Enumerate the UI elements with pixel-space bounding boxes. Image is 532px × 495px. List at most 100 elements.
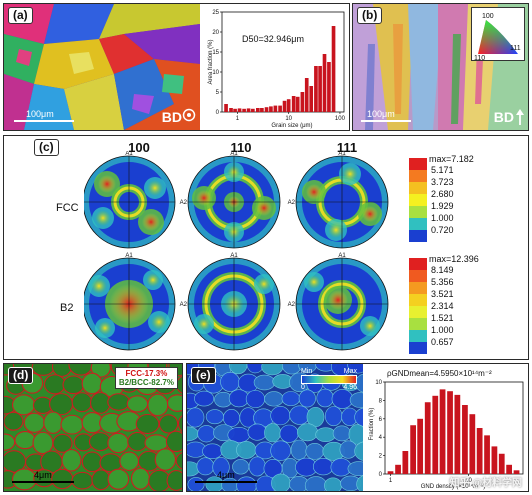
panel-a-ytick-label: 5 (216, 90, 220, 96)
panel-e-bar (424, 402, 431, 474)
panel-a-ytick-label: 15 (212, 50, 219, 56)
pole-col-110: 110 (230, 140, 252, 155)
panel-a-ytick-label: 20 (212, 30, 219, 36)
b2-legend-swatch (409, 282, 427, 294)
panel-a-bar (304, 78, 309, 112)
panel-e-bar (402, 451, 409, 474)
fcc-legend-max: max=7.182 (429, 154, 474, 164)
panel-e-min-label: Min (301, 368, 313, 375)
panel-a-bar (291, 96, 296, 112)
panel-a-bar (318, 66, 322, 112)
panel-e-bar (417, 418, 424, 474)
b2-legend-swatch (409, 306, 427, 318)
panel-e-histogram-svg: ρGNDmean=4.5950×10¹⁴m⁻² GND density (×10… (369, 369, 524, 490)
fcc-legend-swatch (409, 218, 427, 230)
pole-figure-a1-label: A1 (338, 253, 346, 259)
panel-d-phase-map: (d) FCC-17.3% B2/BCC-82.7% 4μm (4, 364, 182, 491)
panel-c: (c) 100 110 111 FCC B2 A1 A2 A1 A2 A1 A2 A1 A2 A… (3, 135, 529, 360)
panel-a-ytick-label: 25 (212, 10, 219, 16)
panel-b-scale-text: 100μm (367, 109, 395, 119)
fcc-legend: 5.171 3.723 2.680 1.929 1.000 0.720 (409, 156, 528, 251)
ipf-triangle-icon: 100 111 110 (474, 13, 521, 62)
b2-legend-value: 3.521 (431, 289, 454, 299)
pole-figure-a2-label: A2 (180, 200, 188, 206)
panel-e-scale-text: 4μm (217, 470, 235, 480)
panel-a-bd-dot-icon (182, 108, 196, 122)
panel-e-colorbar-gradient (301, 375, 357, 384)
panel-a: (a) 100μm BD D50=32.946μm Grain size (μm… (3, 3, 350, 131)
panel-e-bar (462, 405, 468, 474)
b2-legend-swatch (409, 330, 427, 342)
panel-a-scale-text: 100μm (26, 109, 54, 119)
pole-figure-a1-label: A1 (230, 253, 238, 259)
fcc-legend-value: 1.929 (431, 201, 454, 211)
panel-a-bar (282, 100, 287, 112)
panel-a-bar (233, 108, 237, 112)
pole-row-b2: B2 (60, 302, 74, 314)
panel-a-bar (327, 62, 331, 112)
b2-legend-value: 1.521 (431, 313, 454, 323)
panel-b-label: (b) (357, 7, 383, 24)
panel-e-bar (447, 391, 453, 474)
panel-a-bar (295, 96, 300, 112)
panel-e-plot-frame (384, 381, 524, 475)
panel-e-kam-map: (e) Min Max 0 4.96 4μm (187, 364, 363, 491)
panel-e-chart-xlabel: GND density (×10¹⁴m⁻²) (421, 483, 486, 490)
panel-a-histogram-svg: D50=32.946μm Grain size (μm) Area fracti… (208, 10, 346, 129)
panel-e-ytick-label: 8 (379, 398, 383, 404)
ipf-label-100: 100 (482, 13, 494, 20)
panel-e-max-label: Max (343, 368, 357, 375)
panel-e-bar (506, 464, 513, 474)
panel-b-ebsd-map: (b) 100 111 110 (353, 4, 528, 130)
pole-figures: A1A2A1A2A1A2A1A2A1A2A1A2 (84, 151, 389, 351)
panel-b-bd-arrow-icon (516, 109, 524, 125)
fcc-legend-swatch (409, 194, 427, 206)
panel-a-bar (273, 105, 278, 112)
panel-a-ytick-label: 0 (216, 110, 220, 116)
panel-a-bd-label: BD (161, 109, 182, 125)
panel-e-colorbar: Min Max 0 4.96 (301, 368, 357, 391)
fcc-legend-swatch (409, 206, 427, 218)
panel-a-xtick-label: 1 (236, 116, 240, 122)
panel-a-bar (264, 107, 269, 112)
panel-e-bar (491, 446, 498, 474)
pole-figure-a1-label: A1 (338, 151, 346, 157)
panel-e-histogram: ρGNDmean=4.5950×10¹⁴m⁻² GND density (×10… (365, 364, 528, 491)
pole-figure-a1-label: A1 (125, 253, 133, 259)
fcc-legend-value: 0.720 (431, 225, 454, 235)
panel-a-histogram: D50=32.946μm Grain size (μm) Area fracti… (204, 4, 349, 130)
panel-b: (b) 100 111 110 (352, 3, 529, 131)
pole-figure-a1-label: A1 (230, 151, 238, 157)
b2-legend-value: 1.000 (431, 325, 454, 335)
panel-b-ipf-key: 100 111 110 (471, 7, 525, 62)
panel-e-label: (e) (191, 367, 216, 384)
panel-e-watermark: 知乎 @材料学网 (449, 478, 522, 489)
b2-legend-value: 8.149 (431, 265, 454, 275)
panel-e-bar (387, 471, 394, 474)
panel-a-chart-ylabel: Area fraction (%) (208, 39, 214, 84)
panel-e-bar (410, 425, 416, 474)
panel-a-ebsd-map: (a) 100μm BD (4, 4, 200, 130)
panel-a-bar (260, 108, 264, 112)
panel-a-bar (331, 26, 336, 112)
panel-e-ytick-label: 4 (379, 435, 383, 441)
b2-legend-value: 2.314 (431, 301, 454, 311)
panel-d-scale-bar (12, 481, 74, 483)
panel-a-bar (300, 92, 305, 112)
panel-d-fcc-text: FCC-17.3% (125, 369, 168, 378)
panel-c-label: (c) (34, 139, 59, 156)
panel-d-b2-text: B2/BCC-82.7% (118, 378, 174, 387)
b2-legend-swatch (409, 270, 427, 282)
panel-a-bar (314, 66, 318, 112)
panel-e-xtick-label: 10 (465, 478, 472, 484)
panel-a-bar (255, 108, 260, 112)
pole-col-111: 111 (336, 140, 358, 155)
panel-e-bar (498, 453, 505, 474)
panel-a-bar (242, 108, 246, 112)
panel-a-bar (309, 86, 314, 112)
panel-e-ytick-label: 10 (375, 380, 382, 386)
panel-a-bar (322, 54, 327, 112)
